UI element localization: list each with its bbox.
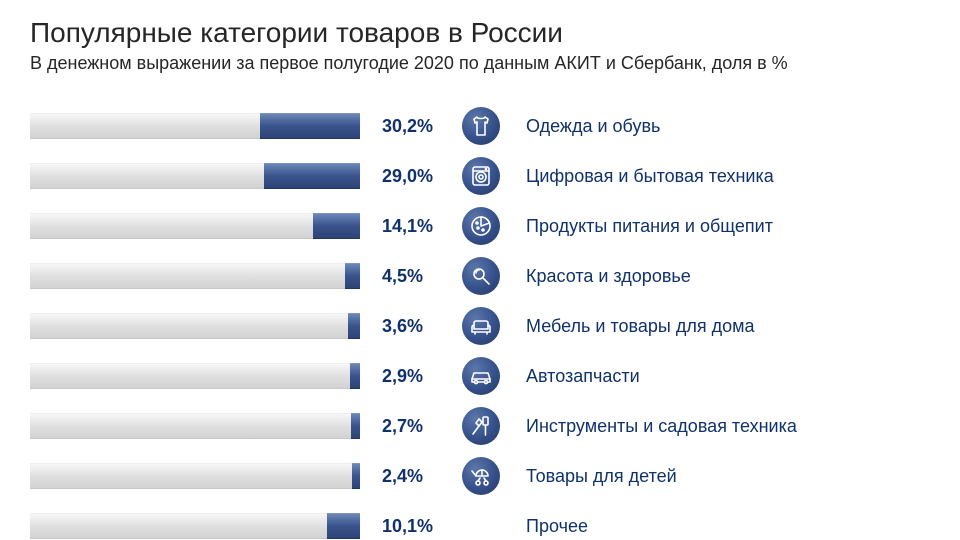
- category-row: 2,9% Автозапчасти: [30, 352, 930, 400]
- bar-remainder: [30, 413, 351, 439]
- chart-page: Популярные категории товаров в России В …: [0, 0, 960, 540]
- sofa-icon: [462, 307, 500, 345]
- bar-track: [30, 413, 360, 439]
- category-icon-wrap: [460, 155, 502, 197]
- category-label: Прочее: [526, 516, 588, 537]
- chart-rows: 30,2% Одежда и обувь 29,0% Цифровая и бытов…: [30, 102, 930, 540]
- bar-remainder: [30, 513, 327, 539]
- bar-fill: [350, 363, 360, 389]
- bar-track: [30, 513, 360, 539]
- stroller-icon: [462, 457, 500, 495]
- category-row: 10,1% Прочее: [30, 502, 930, 540]
- bar-remainder: [30, 213, 313, 239]
- bar-remainder: [30, 313, 348, 339]
- page-title: Популярные категории товаров в России: [30, 18, 930, 49]
- clothes-icon: [462, 107, 500, 145]
- bar-fill: [327, 513, 360, 539]
- category-label: Цифровая и бытовая техника: [526, 166, 774, 187]
- category-label: Мебель и товары для дома: [526, 316, 755, 337]
- bar-fill: [351, 413, 360, 439]
- category-label: Продукты питания и общепит: [526, 216, 773, 237]
- bar-track: [30, 163, 360, 189]
- bar-fill: [348, 313, 360, 339]
- category-icon-wrap: [460, 455, 502, 497]
- value-label: 10,1%: [360, 516, 460, 537]
- value-label: 2,9%: [360, 366, 460, 387]
- category-label: Товары для детей: [526, 466, 677, 487]
- category-label: Автозапчасти: [526, 366, 640, 387]
- category-row: 2,4% Товары для детей: [30, 452, 930, 500]
- bar-fill: [260, 113, 360, 139]
- car-icon: [462, 357, 500, 395]
- value-label: 2,7%: [360, 416, 460, 437]
- bar-track: [30, 313, 360, 339]
- category-icon-wrap: [460, 355, 502, 397]
- bar-remainder: [30, 363, 350, 389]
- value-label: 30,2%: [360, 116, 460, 137]
- bar-track: [30, 213, 360, 239]
- category-row: 29,0% Цифровая и бытовая техника: [30, 152, 930, 200]
- bar-track: [30, 113, 360, 139]
- value-label: 3,6%: [360, 316, 460, 337]
- category-icon-wrap: [460, 255, 502, 297]
- bar-remainder: [30, 263, 345, 289]
- bar-fill: [264, 163, 360, 189]
- bar-track: [30, 363, 360, 389]
- bar-track: [30, 463, 360, 489]
- value-label: 29,0%: [360, 166, 460, 187]
- beauty-icon: [462, 257, 500, 295]
- category-row: 4,5% Красота и здоровье: [30, 252, 930, 300]
- value-label: 2,4%: [360, 466, 460, 487]
- bar-fill: [352, 463, 360, 489]
- page-subtitle: В денежном выражении за первое полугодие…: [30, 53, 930, 75]
- bar-track: [30, 263, 360, 289]
- category-label: Одежда и обувь: [526, 116, 660, 137]
- category-icon-wrap: [460, 405, 502, 447]
- category-row: 2,7% Инструменты и садовая техника: [30, 402, 930, 450]
- washer-icon: [462, 157, 500, 195]
- category-icon-wrap: [460, 305, 502, 347]
- bar-fill: [345, 263, 360, 289]
- value-label: 4,5%: [360, 266, 460, 287]
- bar-remainder: [30, 113, 260, 139]
- value-label: 14,1%: [360, 216, 460, 237]
- category-row: 3,6% Мебель и товары для дома: [30, 302, 930, 350]
- category-label: Красота и здоровье: [526, 266, 691, 287]
- bar-fill: [313, 213, 360, 239]
- bar-remainder: [30, 163, 264, 189]
- category-label: Инструменты и садовая техника: [526, 416, 797, 437]
- category-row: 30,2% Одежда и обувь: [30, 102, 930, 150]
- category-icon-wrap: [460, 105, 502, 147]
- tools-icon: [462, 407, 500, 445]
- category-row: 14,1% Продукты питания и общепит: [30, 202, 930, 250]
- category-icon-wrap: [460, 505, 502, 540]
- bar-remainder: [30, 463, 352, 489]
- category-icon-wrap: [460, 205, 502, 247]
- pizza-icon: [462, 207, 500, 245]
